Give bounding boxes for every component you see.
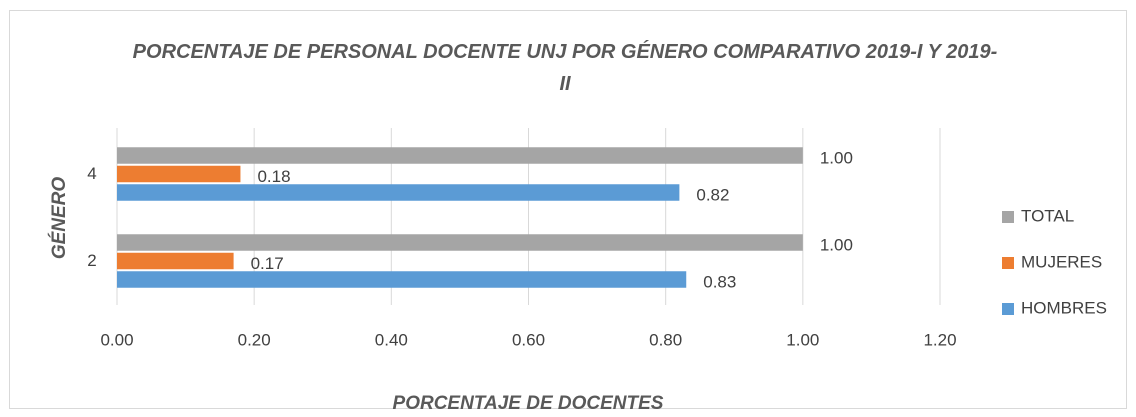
value-label: 1.00	[820, 148, 853, 167]
legend-swatch	[1002, 257, 1014, 269]
value-label: 0.83	[703, 272, 736, 291]
bar	[117, 147, 803, 164]
legend-label: TOTAL	[1021, 206, 1074, 225]
legend-label: HOMBRES	[1021, 298, 1107, 317]
chart-title: PORCENTAJE DE PERSONAL DOCENTE UNJ POR G…	[132, 41, 998, 95]
bar	[117, 271, 687, 288]
x-tick-label: 0.00	[100, 330, 133, 349]
y-tick-label: 4	[87, 164, 96, 183]
value-label: 0.82	[696, 185, 729, 204]
legend-swatch	[1002, 303, 1014, 315]
x-tick-label: 1.20	[923, 330, 956, 349]
bar	[117, 252, 234, 270]
x-axis-title: PORCENTAJE DE DOCENTES	[393, 393, 664, 414]
bar	[117, 184, 680, 201]
y-axis-title: GÉNERO	[48, 177, 70, 260]
x-tick-label: 1.00	[786, 330, 819, 349]
x-tick-label: 0.80	[649, 330, 682, 349]
value-label: 0.17	[251, 254, 284, 273]
bar	[117, 165, 241, 183]
bar	[117, 234, 803, 251]
y-tick-label: 2	[87, 251, 96, 270]
x-tick-label: 0.20	[238, 330, 271, 349]
value-label: 0.18	[257, 167, 290, 186]
legend-label: MUJERES	[1021, 252, 1102, 271]
x-tick-label: 0.60	[512, 330, 545, 349]
value-label: 1.00	[820, 235, 853, 254]
x-tick-label: 0.40	[375, 330, 408, 349]
legend-swatch	[1002, 211, 1014, 223]
